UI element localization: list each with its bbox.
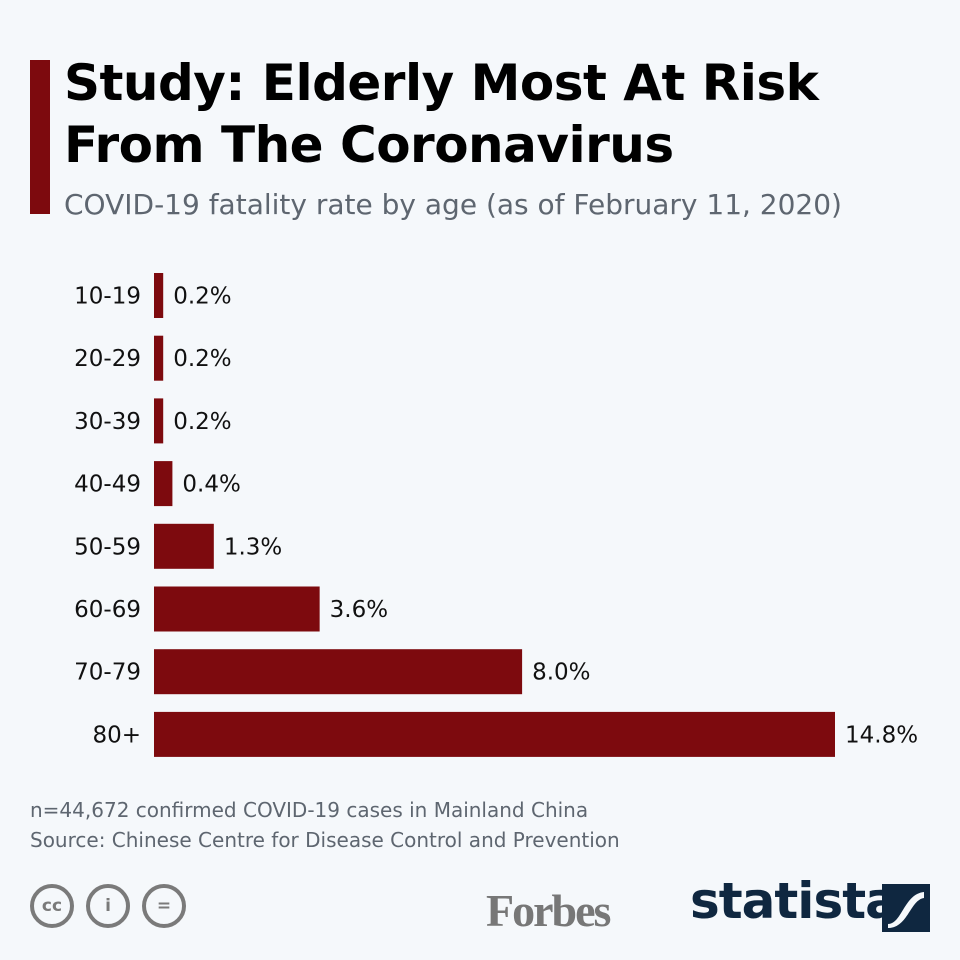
bar (154, 398, 164, 444)
value-label: 0.4% (182, 472, 240, 498)
sample-note: n=44,672 confirmed COVID-19 cases in Mai… (30, 798, 589, 822)
category-label: 10-19 (74, 284, 141, 310)
bar (154, 335, 164, 381)
source-note: Source: Chinese Centre for Disease Contr… (30, 828, 620, 852)
bar (154, 273, 164, 318)
category-label: 60-69 (74, 597, 141, 623)
accent-bar (30, 60, 50, 214)
forbes-logo: Forbes (486, 885, 611, 936)
bar (154, 649, 523, 695)
category-label: 30-39 (74, 409, 141, 435)
bar (154, 711, 835, 757)
statista-logo: statista (690, 872, 899, 930)
value-label: 0.2% (173, 409, 231, 435)
category-label: 70-79 (74, 660, 141, 686)
no-derivatives-icon: = (142, 884, 186, 928)
value-label: 3.6% (330, 597, 388, 623)
category-label: 50-59 (74, 534, 141, 560)
value-label: 8.0% (532, 660, 590, 686)
category-label: 40-49 (74, 472, 141, 498)
category-label: 20-29 (74, 346, 141, 372)
attribution-icon: i (86, 884, 130, 928)
statista-logo-icon (882, 884, 930, 932)
title-line-1: Study: Elderly Most At Risk (64, 54, 819, 112)
value-label: 0.2% (173, 284, 231, 310)
bar (154, 461, 173, 507)
value-label: 0.2% (173, 346, 231, 372)
title-line-2: From The Coronavirus (64, 116, 674, 174)
subtitle: COVID-19 fatality rate by age (as of Feb… (64, 188, 842, 221)
bar (154, 523, 214, 569)
value-label: 14.8% (845, 722, 918, 748)
cc-icon: cc (30, 884, 74, 928)
value-label: 1.3% (224, 534, 282, 560)
category-label: 80+ (92, 722, 141, 748)
bar (154, 586, 320, 632)
title: Study: Elderly Most At Risk From The Coro… (64, 52, 819, 176)
